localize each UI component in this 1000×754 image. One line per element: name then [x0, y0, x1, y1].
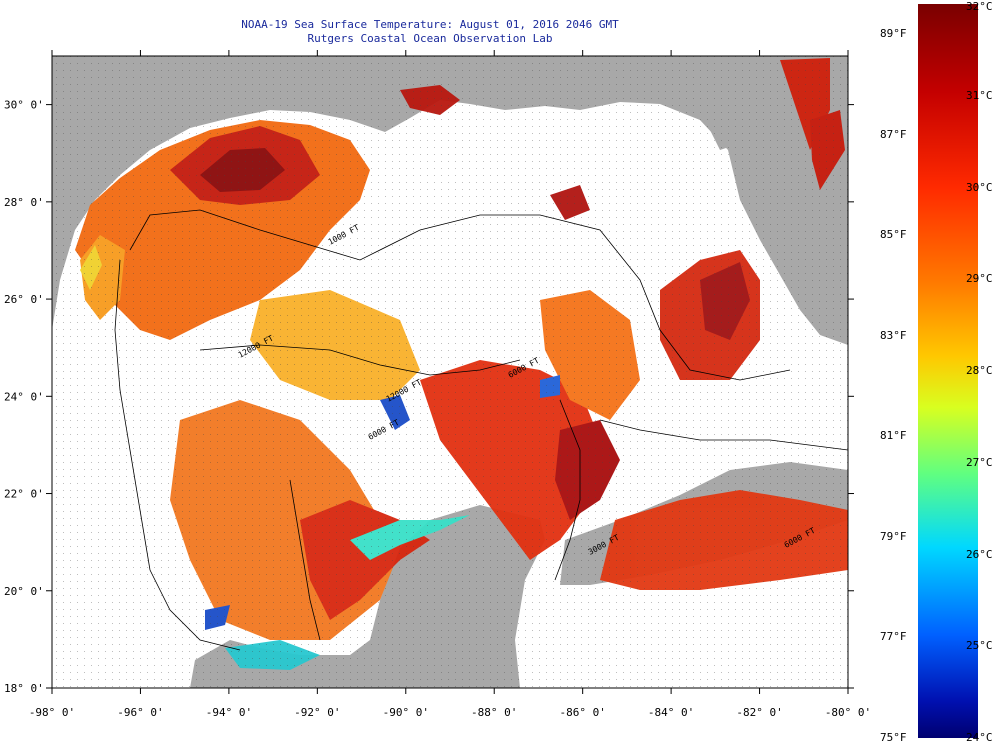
celsius-tick-label: 32°C [966, 0, 993, 13]
celsius-tick-label: 30°C [966, 180, 993, 194]
celsius-tick-label: 27°C [966, 455, 993, 469]
celsius-tick-label: 29°C [966, 272, 993, 286]
latitude-axis: 18° 0' 20° 0' 22° 0' 24° 0' 26° 0' 28° 0' 30° … [4, 99, 854, 695]
lon-tick-label: -92° 0' [294, 706, 340, 719]
celsius-tick-label: 24°C [966, 731, 993, 744]
fahrenheit-tick-label: 89°F [880, 27, 907, 41]
map-frame [51, 55, 849, 689]
lon-tick-label: -96° 0' [117, 706, 163, 719]
celsius-tick-label: 25°C [966, 639, 993, 653]
lon-tick-label: -94° 0' [206, 706, 252, 719]
chart-subtitle: Rutgers Coastal Ocean Observation Lab [307, 32, 553, 45]
fahrenheit-tick-label: 75°F [880, 731, 907, 744]
temperature-colorbar [918, 4, 978, 738]
lon-tick-label: -88° 0' [471, 706, 517, 719]
lat-tick-label: 30° 0' [4, 99, 44, 112]
lat-tick-label: 26° 0' [4, 293, 44, 306]
fahrenheit-tick-label: 87°F [880, 127, 907, 141]
lat-tick-label: 18° 0' [4, 682, 44, 695]
longitude-axis: -98° 0' -96° 0' -94° 0' -92° 0' -90° 0' -88° … [29, 50, 871, 719]
chart-title: NOAA-19 Sea Surface Temperature: August … [241, 18, 619, 31]
stipple-overlay [52, 56, 848, 688]
celsius-tick-label: 28°C [966, 364, 993, 377]
lon-tick-label: -84° 0' [648, 706, 694, 719]
lon-tick-label: -98° 0' [29, 706, 75, 719]
fahrenheit-tick-label: 81°F [880, 429, 907, 443]
lon-tick-label: -86° 0' [559, 706, 605, 719]
lon-tick-label: -82° 0' [736, 706, 782, 719]
bathymetry-contours [114, 209, 848, 651]
lat-tick-label: 28° 0' [4, 196, 44, 209]
fahrenheit-tick-label: 77°F [880, 630, 907, 644]
fahrenheit-tick-label: 79°F [880, 529, 907, 543]
fahrenheit-tick-label: 83°F [880, 328, 907, 342]
celsius-tick-label: 26°C [966, 547, 993, 561]
lat-tick-label: 22° 0' [4, 488, 44, 501]
lat-tick-label: 20° 0' [4, 585, 44, 598]
lat-tick-label: 24° 0' [4, 390, 44, 403]
lon-tick-label: -80° 0' [825, 706, 871, 719]
fahrenheit-tick-label: 85°F [880, 228, 907, 242]
lon-tick-label: -90° 0' [383, 706, 429, 719]
celsius-tick-label: 31°C [966, 88, 993, 102]
